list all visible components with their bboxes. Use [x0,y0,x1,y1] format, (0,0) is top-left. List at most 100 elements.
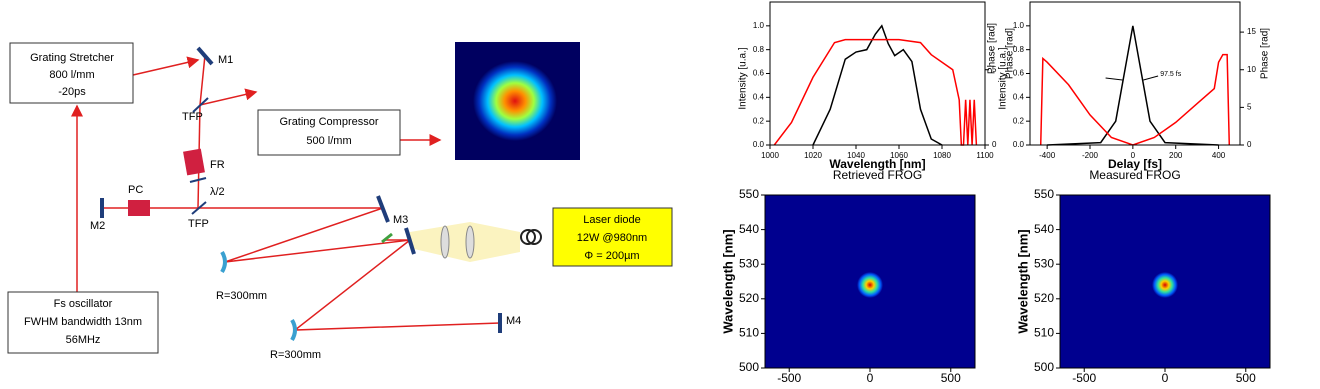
y2-tick-label: 5 [992,65,997,74]
y-axis-label: Phase [rad] [987,23,998,74]
x-tick-label: 1080 [933,151,951,160]
label: Grating Compressor [279,116,378,128]
y2-axis-label: Phase [rad] [1260,28,1271,79]
series-line [1039,53,1231,146]
beam-spot [473,61,557,141]
x-tick-label: -500 [777,371,801,384]
label: Φ = 200µm [584,250,639,262]
crystal [381,232,393,244]
label: 12W @980nm [577,232,647,244]
label: R=300mm [216,290,267,302]
plot-frame [1029,1,1241,146]
beam [199,54,206,106]
x-tick-label: 500 [1236,371,1256,384]
label: 800 l/mm [49,69,94,81]
x-tick-label: -400 [1039,151,1056,160]
lens [440,225,450,259]
x-tick-label: 0 [1162,371,1169,384]
waveplate [189,177,207,183]
label: FR [210,159,225,171]
x-tick-label: 1040 [847,151,865,160]
setup-diagram: Grating Stretcher 800 l/mm -20ps M1 TFP … [7,42,673,361]
y-tick-label: 530 [1034,256,1054,270]
label: M3 [393,214,408,226]
y-tick-label: 0.6 [1013,69,1025,78]
y-axis-label: Wavelength [nm] [720,229,735,333]
label: -20ps [58,86,86,98]
y-tick-label: 540 [739,222,759,236]
diode-box [552,207,673,267]
label: Fs oscillator [54,298,113,310]
y-tick-label: 530 [739,256,759,270]
label: Grating Stretcher [30,52,114,64]
caption: Retrieved FROG [833,168,922,182]
label: λ/2 [210,186,225,198]
x-tick-label: 400 [1212,151,1226,160]
y-tick-label: 0.0 [1013,140,1025,149]
y-tick-label: 520 [739,291,759,305]
plot-frame [764,194,976,369]
y-tick-label: 0.4 [753,92,765,101]
curved-mirror [290,318,297,342]
tfp [192,97,209,113]
arrow [1105,77,1123,81]
oscillator-box [7,291,159,354]
label: 500 l/mm [306,135,351,147]
annotation: 97.5 fs [1160,71,1182,78]
label: TFP [182,111,203,123]
pockels-cell [128,200,150,216]
x-tick-label: 1020 [804,151,822,160]
y-tick-label: 500 [1034,360,1054,374]
y-tick-label: 0.2 [1013,116,1025,125]
pump-beam [410,222,520,262]
y-tick-label: 1.0 [753,21,765,30]
x-tick-label: 1000 [761,151,779,160]
y-tick-label: 500 [739,360,759,374]
peak [857,271,883,298]
y2-tick-label: 15 [1247,27,1256,36]
label: R=300mm [270,349,321,361]
series-line [812,24,943,146]
label: 56MHz [66,334,101,346]
plot-frame [1059,194,1271,369]
mirror [376,195,390,223]
y-tick-label: 0.2 [753,116,765,125]
x-tick-label: 1100 [976,151,994,160]
label: M1 [218,54,233,66]
y-tick-label: 0.8 [1013,45,1025,54]
y-tick-label: 520 [1034,291,1054,305]
y-tick-label: 1.0 [1013,21,1025,30]
y2-tick-label: 0 [1247,140,1252,149]
mirror [196,46,214,66]
x-tick-label: 500 [941,371,961,384]
y-axis-label: Intensity [u.a.] [738,47,749,109]
lens [465,225,475,259]
label: Laser diode [583,214,641,226]
y2-tick-label: 10 [1247,65,1256,74]
x-tick-label: 200 [1169,151,1183,160]
y-tick-label: 550 [1034,187,1054,201]
y-tick-label: 510 [739,326,759,340]
x-tick-label: -200 [1082,151,1099,160]
y-tick-label: 540 [1034,222,1054,236]
label: M2 [90,220,105,232]
fiber [520,229,536,245]
y-tick-label: 0.0 [753,140,765,149]
series-line [1047,25,1219,146]
y-tick-label: 510 [1034,326,1054,340]
label: M4 [506,315,521,327]
arrow [1143,75,1159,81]
label: TFP [188,218,209,230]
plot-frame [769,1,986,146]
x-tick-label: 0 [1131,151,1136,160]
y-tick-label: 0.6 [753,69,765,78]
compressor-box [257,109,401,156]
y-axis-label: Wavelength [nm] [1015,229,1030,333]
peak [1152,271,1178,298]
x-axis-label: Wavelength [nm] [829,157,925,171]
y2-axis-label: Phase [rad] [1005,28,1016,79]
y-tick-label: 0.4 [1013,92,1025,101]
x-tick-label: 1060 [890,151,908,160]
y2-tick-label: 0 [992,140,997,149]
